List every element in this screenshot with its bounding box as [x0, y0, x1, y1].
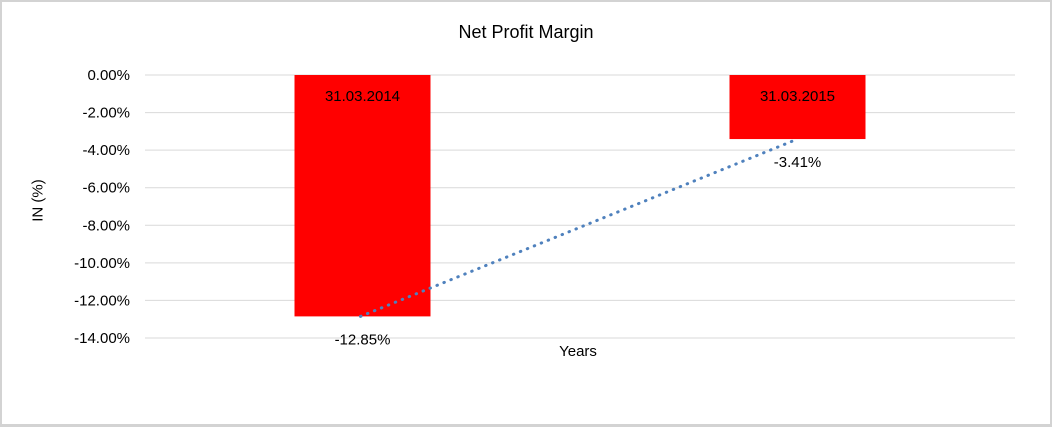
chart-title: Net Profit Margin — [458, 22, 594, 42]
y-tick-label: -4.00% — [82, 142, 130, 159]
y-tick-label: -14.00% — [74, 330, 130, 347]
bar-category-label: 31.03.2014 — [325, 88, 400, 105]
bar-category-label: 31.03.2015 — [760, 88, 835, 105]
bar — [294, 75, 431, 317]
y-tick-label: -6.00% — [82, 180, 130, 197]
y-tick-label: -2.00% — [82, 105, 130, 122]
bar-value-label: -3.41% — [774, 154, 822, 171]
y-tick-label: -8.00% — [82, 217, 130, 234]
bar — [729, 75, 866, 140]
bar-value-label: -12.85% — [335, 331, 391, 348]
y-tick-label: 0.00% — [87, 67, 130, 84]
y-tick-label: -12.00% — [74, 292, 130, 309]
y-tick-label: -10.00% — [74, 255, 130, 272]
x-axis-title: Years — [559, 343, 597, 360]
